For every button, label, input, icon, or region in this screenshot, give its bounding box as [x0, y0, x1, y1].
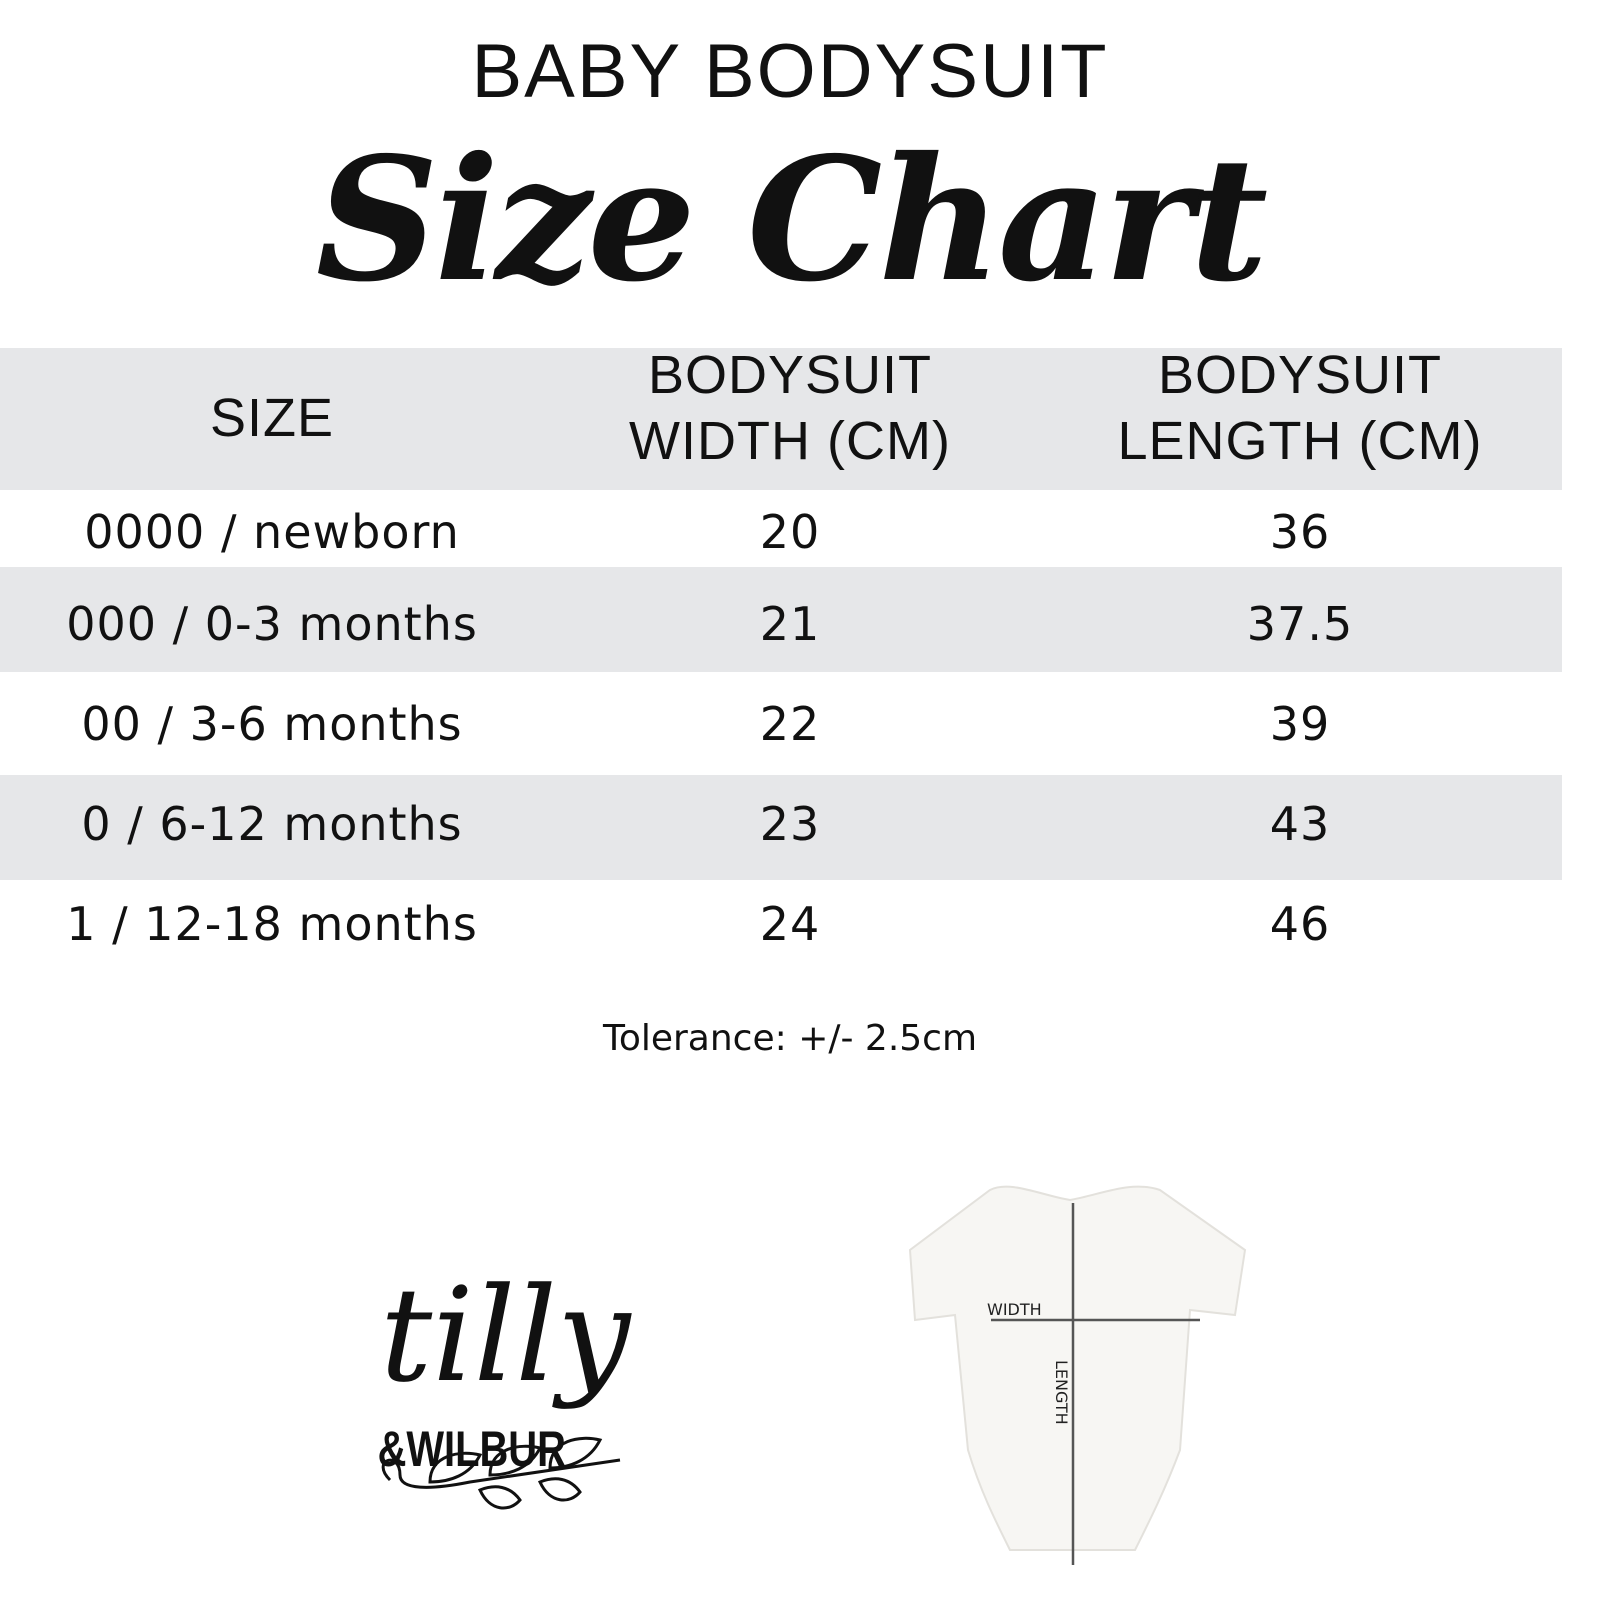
row-band: [0, 775, 1562, 880]
column-header-width: BODYSUIT WIDTH (CM): [629, 342, 951, 474]
size-cell: 1 / 12-18 months: [66, 897, 478, 951]
header-line: LENGTH (CM): [1117, 411, 1483, 471]
page-subtitle: Size Chart: [315, 120, 1268, 320]
width-cell: 20: [759, 505, 821, 559]
length-label: LENGTH: [1052, 1360, 1071, 1425]
length-cell: 37.5: [1246, 597, 1354, 651]
width-cell: 24: [759, 897, 821, 951]
header-line: BODYSUIT: [647, 345, 933, 405]
length-cell: 36: [1269, 505, 1331, 559]
length-cell: 46: [1269, 897, 1331, 951]
size-cell: 00 / 3-6 months: [81, 697, 463, 751]
width-label: WIDTH: [987, 1300, 1042, 1319]
bodysuit-diagram: WIDTH LENGTH: [908, 1185, 1247, 1565]
tilly-wilbur-logo: tilly &WILBUR: [378, 1259, 632, 1510]
size-cell: 000 / 0-3 months: [66, 597, 478, 651]
header-line: WIDTH (CM): [629, 411, 951, 471]
row-band: [0, 567, 1562, 672]
width-cell: 22: [759, 697, 821, 751]
tolerance-note: Tolerance: +/- 2.5cm: [602, 1018, 978, 1059]
leaf-branch-icon: [381, 1436, 621, 1510]
column-header-length: BODYSUIT LENGTH (CM): [1118, 342, 1483, 474]
width-cell: 21: [759, 597, 821, 651]
header-line: BODYSUIT: [1157, 345, 1443, 405]
bodysuit-shape: [908, 1185, 1247, 1551]
header-band: [0, 348, 1562, 490]
column-header-size: SIZE: [209, 388, 335, 448]
width-cell: 23: [759, 797, 821, 851]
logo-text-tilly: tilly: [380, 1259, 632, 1411]
length-cell: 43: [1269, 797, 1331, 851]
size-cell: 0 / 6-12 months: [81, 797, 463, 851]
page-title: BABY BODYSUIT: [471, 29, 1109, 114]
length-cell: 39: [1269, 697, 1331, 751]
size-cell: 0000 / newborn: [84, 505, 460, 559]
